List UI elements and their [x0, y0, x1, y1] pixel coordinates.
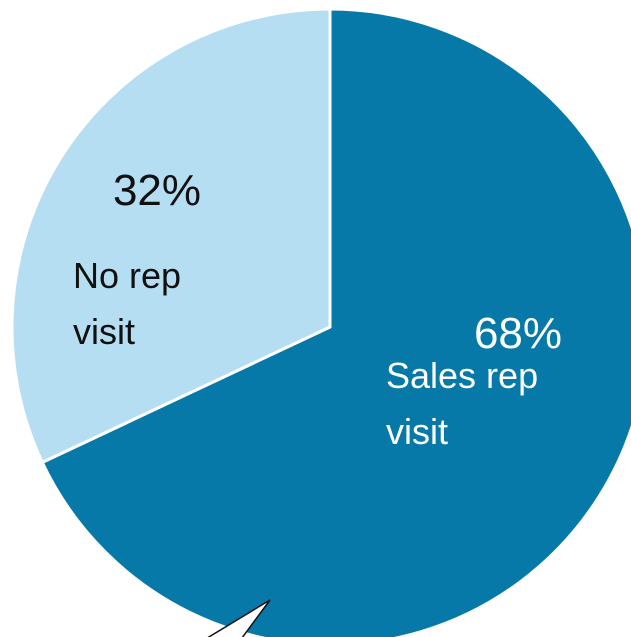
- pie-slices: [10, 7, 631, 637]
- slice-value-label: 68%: [474, 309, 562, 358]
- pie-slice-1: [40, 7, 631, 637]
- slice-value-label: 32%: [113, 166, 201, 215]
- slice-category-label: Sales rep: [386, 355, 538, 396]
- slice-category-label: visit: [73, 311, 135, 352]
- pie-slice-2: [10, 7, 332, 464]
- slice-category-label: No rep: [73, 255, 181, 296]
- callout-pointer: [207, 599, 271, 637]
- slice-category-label: visit: [386, 411, 448, 452]
- pie-labels: 68%Sales rep visit 32% No rep visit: [73, 166, 562, 452]
- pointer-decoration: [207, 599, 271, 637]
